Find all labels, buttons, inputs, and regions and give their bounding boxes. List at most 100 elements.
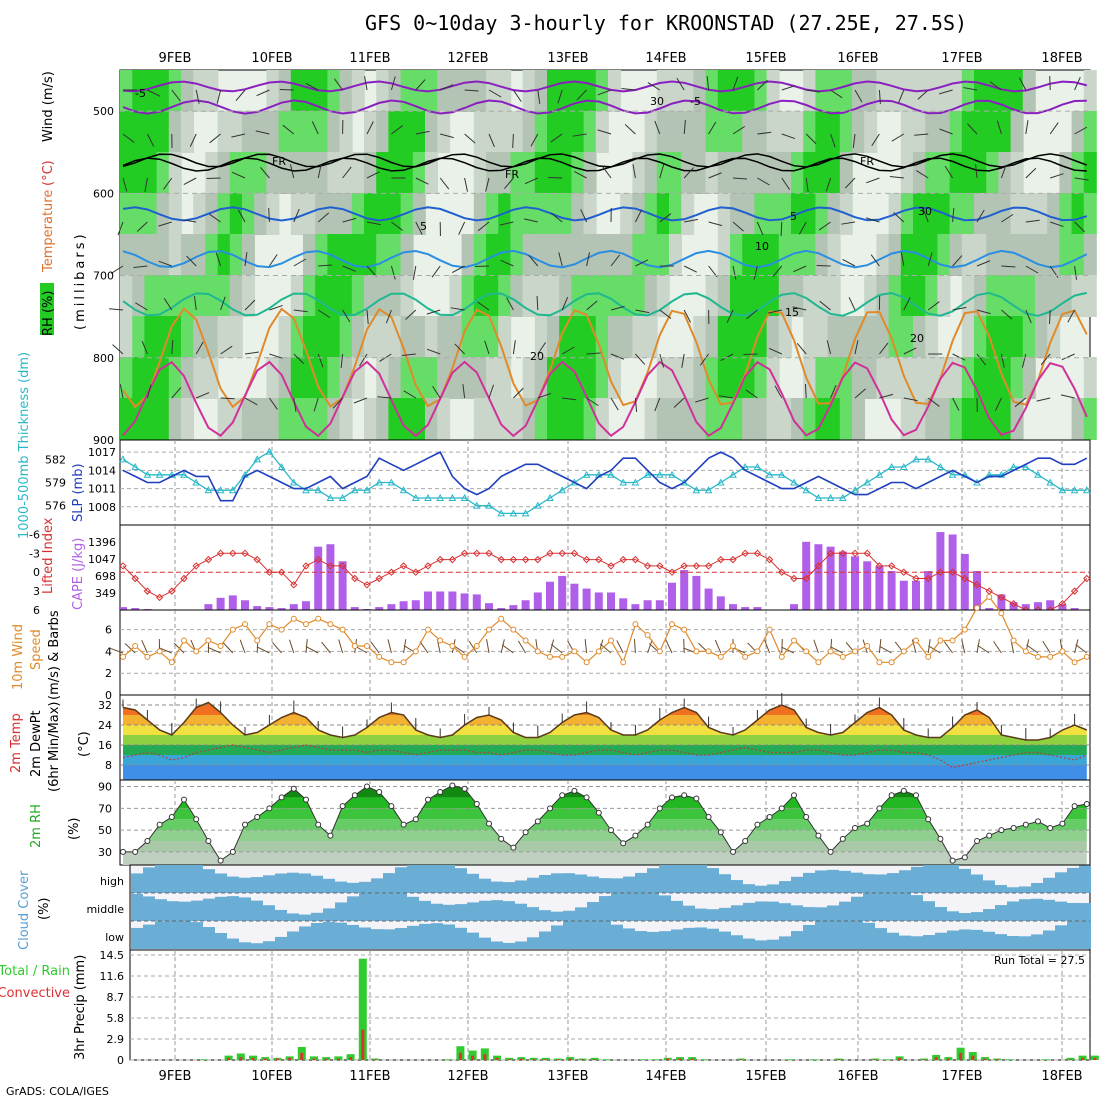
top-date-label: 17FEB [941,51,982,66]
rain-bar [700,1059,709,1060]
wind-barb [488,384,495,399]
rh-cell [327,357,341,399]
cloud-cell [515,941,527,949]
wind-barb [995,397,1002,411]
rh-cell [303,193,316,235]
cloud-cell [875,874,887,893]
li-point [680,562,688,570]
rh-cell [803,234,817,276]
rh-cell [290,357,304,399]
thickness-point [1058,486,1067,494]
wind-barb [654,120,661,135]
rh-cell [900,152,914,194]
wind-barb [512,133,514,149]
wind-barb [830,384,837,399]
wind-barb [305,645,319,654]
rh-cell [1047,234,1061,276]
wind-barb [183,177,197,186]
wind-speed-point [595,648,602,655]
rh-point [827,848,834,855]
wind-speed-point [815,659,822,666]
rh-point [815,832,822,839]
rh-cell [888,357,902,399]
wind-speed-point [852,648,858,655]
cape-bar [424,591,432,610]
wind-barb [781,646,795,654]
rh-cell [949,357,963,399]
rh-cell [339,316,353,358]
top-date-axis: 9FEB 10FEB 11FEB 12FEB 13FEB 14FEB 15FEB 16FEB 1… [159,51,1083,66]
cloud-cell [683,927,695,949]
wind-barb [401,353,416,356]
cloud-cell [983,931,995,949]
wind-barb [635,353,646,365]
li-point [704,562,713,570]
rh-point [217,857,224,864]
rh-cell [217,152,231,194]
rh-point [339,803,346,810]
wind-barb [222,642,234,654]
rh-cell [522,152,536,194]
wind-barb [911,639,917,654]
rh-point [534,818,541,825]
li-point [900,568,908,576]
wind-barb [647,639,653,654]
rh-cell [632,275,646,317]
rh-point [388,803,395,810]
rh-point [547,805,553,812]
temperature-band [123,755,1087,765]
wind-barb [403,390,417,399]
cape-bar [131,608,140,610]
cloud-cell [551,873,563,893]
rh-cell [156,70,170,112]
rh-cell [583,152,597,194]
cloud-cell [671,865,683,893]
wind-barb [659,353,665,368]
wind-barb [171,339,174,355]
wind-barb [550,643,563,654]
cloud-cell [395,928,407,949]
wind-barb [1025,120,1029,135]
wind-barb [1074,77,1081,91]
rh-cell [473,111,487,153]
rh-point [144,838,151,845]
cloud-cell [539,931,551,949]
rh-point [705,814,712,821]
cape-bar [265,607,274,610]
rh-cell [1083,193,1097,235]
wind-speed-point [461,653,468,660]
cape-bar [228,595,237,610]
rh-cell [644,398,658,440]
wind-barb [903,397,918,402]
thickness-point [546,493,554,501]
rh-cell [486,193,499,235]
rh-cell [351,70,365,112]
cape-bar [716,596,725,610]
thickness-point [948,470,957,478]
rh-cell [900,275,914,317]
wind-barb [235,89,246,102]
wind-barb [922,208,929,223]
rh-cell [1035,234,1048,276]
rh-cell [900,316,914,358]
rh-cell [669,152,682,194]
cloud-level-label: middle [86,903,124,916]
cape-bar [460,593,469,610]
rh-cell [986,316,1000,358]
wind-speed-point [754,648,761,655]
rh-point [181,796,187,803]
rh-cell [583,316,597,358]
rh-cell [571,193,585,235]
rh-cell [205,357,219,399]
cloud-cell [239,877,251,893]
thickness-point [668,470,676,478]
rh-cell [254,152,268,194]
rh-point [778,805,785,812]
rh-cell [217,234,231,276]
rh-cell [705,398,719,440]
rh-cell [754,70,768,112]
bottom-date-label: 16FEB [837,1069,878,1084]
rh-cell [656,70,670,112]
wind-speed-point [656,648,663,655]
cloud-cell [551,925,563,949]
